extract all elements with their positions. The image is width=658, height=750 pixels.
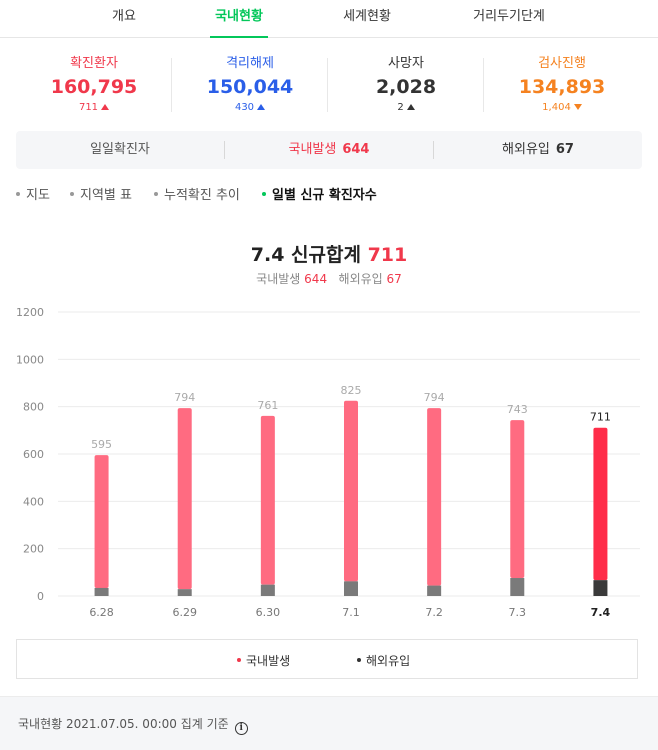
stat-delta: 1,404 (484, 102, 640, 113)
stat-label: 확진환자 (70, 56, 118, 71)
bar-domestic (260, 415, 275, 585)
stat-confirmed: 확진환자 160,795 711 (16, 52, 172, 118)
info-icon[interactable]: i (234, 722, 248, 735)
tab-world[interactable]: 세계현황 (343, 9, 391, 24)
tab-distancing[interactable]: 거리두기단계 (473, 9, 545, 24)
x-tick-label: 7.2 (425, 606, 443, 619)
stat-delta: 430 (172, 102, 328, 113)
x-tick-label: 6.29 (172, 606, 197, 619)
daily-cases-bar-chart: 0 200 400 600 800 1000 1200 595 6.28 794 6.29 761 6.… (16, 306, 640, 619)
x-tick-label: 7.1 (342, 606, 360, 619)
y-tick-label: 600 (23, 448, 44, 461)
bar-overseas (593, 580, 608, 596)
chart-subtitle: 국내발생 644 해외유입 67 (256, 272, 402, 286)
footer: 국내현황 2021.07.05. 00:00 집계 기준 i (0, 696, 658, 750)
subnav-map[interactable]: 지도 (16, 184, 50, 203)
bar-overseas (510, 578, 525, 596)
bar-total-label: 794 (174, 391, 195, 404)
bar-overseas (427, 585, 442, 596)
stat-testing: 검사진행 134,893 1,404 (484, 52, 640, 118)
bar-total-label: 743 (507, 403, 528, 416)
bar-overseas (177, 589, 192, 596)
arrow-up-icon (101, 104, 110, 110)
y-tick-label: 800 (23, 401, 44, 414)
bar-total-label: 761 (257, 399, 278, 412)
chart-legend: 국내발생 해외유입 (16, 639, 638, 679)
y-tick-label: 200 (23, 543, 44, 556)
daily-domestic-value: 644 (342, 142, 370, 157)
y-tick-label: 1000 (16, 353, 44, 366)
bar-total-label: 711 (590, 411, 611, 424)
subnav-region-table[interactable]: 지역별 표 (70, 184, 132, 203)
bar-domestic (427, 408, 442, 586)
chart-title: 7.4 신규합계 711 (250, 244, 408, 266)
stats-summary: 확진환자 160,795 711 격리해제 150,044 430 사망자 2,… (16, 38, 642, 128)
stat-delta: 711 (16, 102, 172, 113)
top-tab-bar: 개요 국내현황 세계현황 거리두기단계 (0, 0, 658, 38)
x-tick-label: 7.3 (509, 606, 527, 619)
daily-confirmed-label[interactable]: 일일확진자 (90, 142, 150, 157)
daily-overseas[interactable]: 해외유입 67 (502, 142, 574, 157)
bar-domestic (510, 420, 525, 579)
bar-total-label: 794 (424, 391, 445, 404)
stat-deaths: 사망자 2,028 2 (328, 52, 484, 118)
stat-delta: 2 (328, 102, 484, 113)
stat-value: 134,893 (518, 76, 606, 98)
stat-value: 150,044 (206, 76, 294, 98)
x-tick-label: 6.28 (89, 606, 114, 619)
bar-overseas (260, 584, 275, 596)
y-tick-label: 1200 (16, 306, 44, 319)
arrow-up-icon (257, 104, 266, 110)
x-tick-label: 6.30 (256, 606, 281, 619)
tab-domestic[interactable]: 국내현황 (210, 0, 268, 38)
arrow-down-icon (573, 104, 582, 110)
bar-domestic (593, 427, 608, 581)
stat-released: 격리해제 150,044 430 (172, 52, 328, 118)
daily-domestic[interactable]: 국내발생 644 (288, 142, 370, 157)
bar-domestic (94, 455, 109, 588)
y-tick-label: 400 (23, 495, 44, 508)
subnav-cumulative[interactable]: 누적확진 추이 (154, 184, 240, 203)
stat-label: 격리해제 (226, 56, 274, 71)
stat-label: 검사진행 (538, 56, 586, 71)
bar-overseas (94, 587, 109, 596)
legend-domestic: 국내발생 (237, 652, 290, 669)
bar-domestic (177, 408, 192, 590)
subnav-daily-new[interactable]: 일별 신규 확진자수 (262, 184, 377, 203)
x-tick-label: 7.4 (591, 606, 611, 619)
bar-domestic (344, 400, 358, 582)
stat-value: 160,795 (50, 76, 138, 98)
daily-overseas-value: 67 (555, 142, 574, 157)
tab-overview[interactable]: 개요 (112, 9, 136, 24)
stat-label: 사망자 (388, 56, 424, 71)
arrow-up-icon (406, 104, 415, 110)
footer-note: 국내현황 2021.07.05. 00:00 집계 기준 i (18, 715, 248, 735)
bar-overseas (344, 581, 358, 596)
bar-total-label: 825 (341, 384, 362, 397)
stat-value: 2,028 (375, 76, 437, 98)
y-tick-label: 0 (37, 590, 44, 603)
legend-overseas: 해외유입 (357, 652, 410, 669)
daily-confirmed-box: 일일확진자 국내발생 644 해외유입 67 (16, 131, 642, 169)
bar-total-label: 595 (91, 438, 112, 451)
